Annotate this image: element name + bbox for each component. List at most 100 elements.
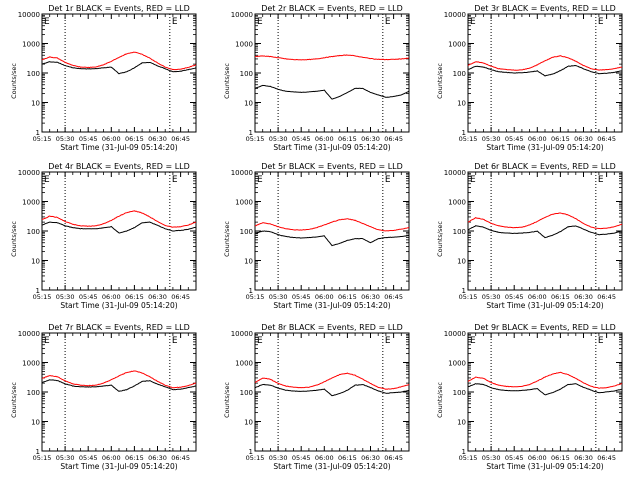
marker-e-right: E <box>598 175 604 185</box>
marker-e-left: E <box>44 17 50 27</box>
x-axis-label: Start Time (31-Jul-09 05:14:20) <box>486 462 603 471</box>
x-tick-label: 06:30 <box>361 454 380 462</box>
y-tick-label: 1 <box>36 129 40 137</box>
y-tick-label: 10000 <box>18 169 40 177</box>
x-tick-label: 06:15 <box>338 293 357 301</box>
panel-title: Det 6r BLACK = Events, RED = LLD <box>474 162 616 171</box>
events-series-line <box>467 383 623 396</box>
y-axis-label: Counts/sec <box>223 221 231 257</box>
x-tick-label: 05:15 <box>459 454 478 462</box>
x-tick-label: 06:30 <box>574 293 593 301</box>
x-tick-label: 06:15 <box>338 135 357 143</box>
x-tick-label: 06:30 <box>361 135 380 143</box>
y-tick-label: 100 <box>240 70 253 78</box>
x-tick-label: 05:15 <box>246 293 265 301</box>
lld-series-line <box>254 54 410 61</box>
events-series-line <box>41 379 197 392</box>
marker-e-right: E <box>172 175 178 185</box>
x-tick-label: 06:30 <box>361 293 380 301</box>
detector-panel: Det 2r BLACK = Events, RED = LLD 1 10 100 10… <box>223 4 410 152</box>
plot-frame <box>41 332 197 452</box>
x-tick-label: 05:15 <box>459 293 478 301</box>
panel-title: Det 1r BLACK = Events, RED = LLD <box>48 4 190 13</box>
y-axis-label: Counts/sec <box>10 221 18 257</box>
x-tick-label: 06:15 <box>125 293 144 301</box>
y-tick-label: 1 <box>462 129 466 137</box>
events-series-line <box>467 225 623 239</box>
marker-e-left: E <box>257 175 263 185</box>
x-tick-label: 05:30 <box>56 293 75 301</box>
x-tick-label: 05:15 <box>459 135 478 143</box>
x-tick-label: 06:45 <box>171 454 190 462</box>
y-tick-label: 10 <box>457 100 466 108</box>
x-tick-label: 05:45 <box>292 454 311 462</box>
panel-title: Det 8r BLACK = Events, RED = LLD <box>261 323 403 332</box>
events-series-line <box>254 230 410 247</box>
panel-title: Det 9r BLACK = Events, RED = LLD <box>474 323 616 332</box>
y-tick-label: 10 <box>457 419 466 427</box>
marker-e-left: E <box>44 175 50 185</box>
y-axis-label: Counts/sec <box>10 63 18 99</box>
plot-frame <box>254 332 410 452</box>
x-tick-label: 06:45 <box>171 293 190 301</box>
x-tick-label: 06:45 <box>384 135 403 143</box>
x-tick-label: 06:45 <box>597 454 616 462</box>
marker-e-right: E <box>172 336 178 346</box>
marker-e-left: E <box>470 175 476 185</box>
y-tick-label: 1000 <box>22 360 40 368</box>
lld-series-line <box>467 55 623 71</box>
detector-panel: Det 5r BLACK = Events, RED = LLD 1 10 100 10… <box>223 162 410 310</box>
x-tick-label: 05:15 <box>33 454 52 462</box>
y-axis-label: Counts/sec <box>436 382 444 418</box>
x-tick-label: 05:45 <box>292 135 311 143</box>
y-tick-label: 1000 <box>235 360 253 368</box>
lld-series-line <box>467 371 623 389</box>
events-series-line <box>254 84 410 100</box>
x-tick-label: 05:45 <box>79 135 98 143</box>
detector-panel: Det 3r BLACK = Events, RED = LLD 1 10 100 10… <box>436 4 623 152</box>
y-tick-label: 1000 <box>448 199 466 207</box>
x-axis-label: Start Time (31-Jul-09 05:14:20) <box>273 143 390 152</box>
y-tick-label: 100 <box>27 228 40 236</box>
x-tick-label: 05:30 <box>482 293 501 301</box>
x-tick-label: 06:00 <box>315 293 334 301</box>
y-tick-label: 10 <box>31 258 40 266</box>
marker-e-left: E <box>257 336 263 346</box>
x-tick-label: 05:15 <box>246 135 265 143</box>
x-axis-label: Start Time (31-Jul-09 05:14:20) <box>60 301 177 310</box>
x-tick-label: 05:30 <box>269 135 288 143</box>
x-tick-label: 05:30 <box>482 135 501 143</box>
y-tick-label: 10000 <box>444 169 466 177</box>
detector-panel: Det 6r BLACK = Events, RED = LLD 1 10 100 10… <box>436 162 623 310</box>
x-tick-label: 06:45 <box>171 135 190 143</box>
y-tick-label: 1 <box>249 448 253 456</box>
x-tick-label: 06:15 <box>338 454 357 462</box>
marker-e-left: E <box>44 336 50 346</box>
marker-e-right: E <box>385 175 391 185</box>
x-tick-label: 06:00 <box>102 454 121 462</box>
y-tick-label: 1000 <box>235 199 253 207</box>
detector-panel: Det 1r BLACK = Events, RED = LLD 1 10 100 10… <box>10 4 197 152</box>
y-tick-label: 10000 <box>18 330 40 338</box>
x-tick-label: 06:30 <box>574 454 593 462</box>
events-series-line <box>467 64 623 77</box>
x-tick-label: 06:00 <box>315 135 334 143</box>
x-axis-label: Start Time (31-Jul-09 05:14:20) <box>486 301 603 310</box>
x-tick-label: 06:15 <box>551 454 570 462</box>
y-tick-label: 10000 <box>18 11 40 19</box>
y-axis-label: Counts/sec <box>223 63 231 99</box>
marker-e-left: E <box>257 17 263 27</box>
y-tick-label: 10000 <box>444 330 466 338</box>
x-tick-label: 05:30 <box>269 293 288 301</box>
x-axis-label: Start Time (31-Jul-09 05:14:20) <box>486 143 603 152</box>
x-tick-label: 05:45 <box>79 293 98 301</box>
y-tick-label: 100 <box>240 389 253 397</box>
y-tick-label: 1 <box>36 448 40 456</box>
y-axis-label: Counts/sec <box>436 221 444 257</box>
y-tick-label: 100 <box>27 70 40 78</box>
marker-e-left: E <box>470 17 476 27</box>
lld-series-line <box>41 51 197 71</box>
x-tick-label: 05:45 <box>505 135 524 143</box>
x-axis-label: Start Time (31-Jul-09 05:14:20) <box>273 462 390 471</box>
x-tick-label: 06:30 <box>574 135 593 143</box>
